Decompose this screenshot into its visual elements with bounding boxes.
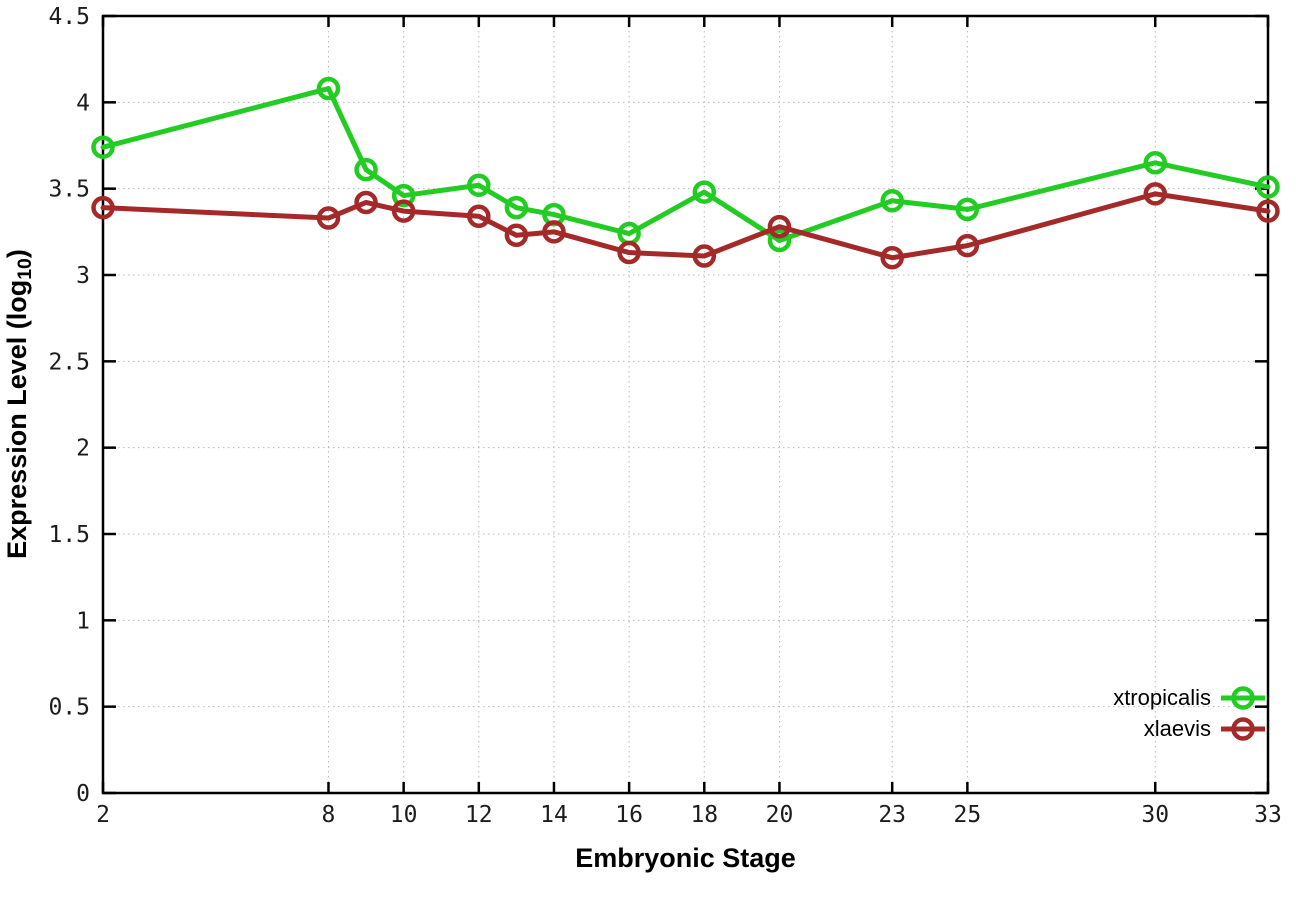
y-tick-label: 0.5 <box>48 695 90 721</box>
x-tick-label: 10 <box>390 802 418 828</box>
y-tick-label: 1 <box>76 608 90 634</box>
data-point-xtropicalis <box>316 76 341 101</box>
y-tick-label: 3 <box>76 263 90 289</box>
data-point-xlaevis <box>767 214 792 239</box>
x-tick-label: 14 <box>540 802 568 828</box>
y-axis-title-close: ) <box>2 249 32 259</box>
y-tick-label: 3.5 <box>48 177 90 203</box>
y-tick-label: 1.5 <box>48 522 90 548</box>
y-tick-label: 2.5 <box>48 349 90 375</box>
data-point-xlaevis <box>880 245 904 270</box>
data-point-xlaevis <box>1143 182 1168 206</box>
y-tick-label: 4 <box>76 90 90 116</box>
legend-line-sample-icon <box>1221 686 1265 710</box>
data-point-xtropicalis <box>955 197 980 222</box>
data-point-xtropicalis <box>692 180 717 204</box>
data-point-xtropicalis <box>767 228 792 253</box>
data-point-xlaevis <box>391 199 416 223</box>
data-point-xlaevis <box>617 240 641 265</box>
data-point-xtropicalis <box>1256 175 1280 199</box>
x-axis-title: Embryonic Stage <box>575 843 796 873</box>
y-axis-title: Expression Level (log10) <box>2 124 44 684</box>
data-point-xtropicalis <box>354 157 378 182</box>
y-axis-title-subscript: 10 <box>14 258 37 280</box>
x-tick-label: 23 <box>878 802 906 828</box>
x-tick-label: 2 <box>96 802 110 828</box>
data-point-xtropicalis <box>1143 151 1168 175</box>
legend-label: xtropicalis <box>1113 685 1211 710</box>
data-point-xlaevis <box>467 204 491 229</box>
x-tick-label: 12 <box>465 802 493 828</box>
x-tick-label: 18 <box>690 802 718 828</box>
data-point-xlaevis <box>955 233 980 258</box>
data-point-xlaevis <box>316 206 341 230</box>
legend-sample-marker <box>1231 717 1255 741</box>
x-tick-label: 16 <box>615 802 643 828</box>
plot-border <box>101 14 1270 795</box>
data-point-xtropicalis <box>91 135 115 159</box>
series-line-xlaevis <box>100 191 1271 261</box>
x-tick-label: 25 <box>954 802 982 828</box>
data-point-xlaevis <box>542 220 566 244</box>
legend-entry-xtropicalis: xtropicalis <box>1113 684 1266 712</box>
data-point-xlaevis <box>504 223 529 248</box>
y-tick-label: 4.5 <box>48 4 90 30</box>
x-tick-label: 33 <box>1254 802 1282 828</box>
data-point-xtropicalis <box>391 183 416 208</box>
legend-line-sample-icon <box>1221 717 1265 741</box>
data-point-xtropicalis <box>467 173 491 197</box>
y-tick-label: 0 <box>76 781 90 807</box>
data-point-xtropicalis <box>504 195 529 220</box>
x-tick-label: 8 <box>322 802 336 828</box>
legend: xtropicalis xlaevis <box>1113 684 1266 743</box>
y-axis-title-text: Expression Level (log <box>2 279 32 559</box>
x-tick-label: 20 <box>766 802 794 828</box>
legend-entry-xlaevis: xlaevis <box>1113 715 1266 743</box>
data-point-xlaevis <box>1256 199 1280 223</box>
data-point-xlaevis <box>91 195 115 220</box>
legend-sample-marker <box>1231 686 1255 710</box>
data-point-xtropicalis <box>880 189 904 213</box>
data-point-xlaevis <box>692 244 717 268</box>
y-tick-label: 2 <box>76 436 90 462</box>
data-point-xlaevis <box>354 190 378 215</box>
legend-label: xlaevis <box>1143 716 1211 741</box>
x-tick-label: 30 <box>1141 802 1169 828</box>
